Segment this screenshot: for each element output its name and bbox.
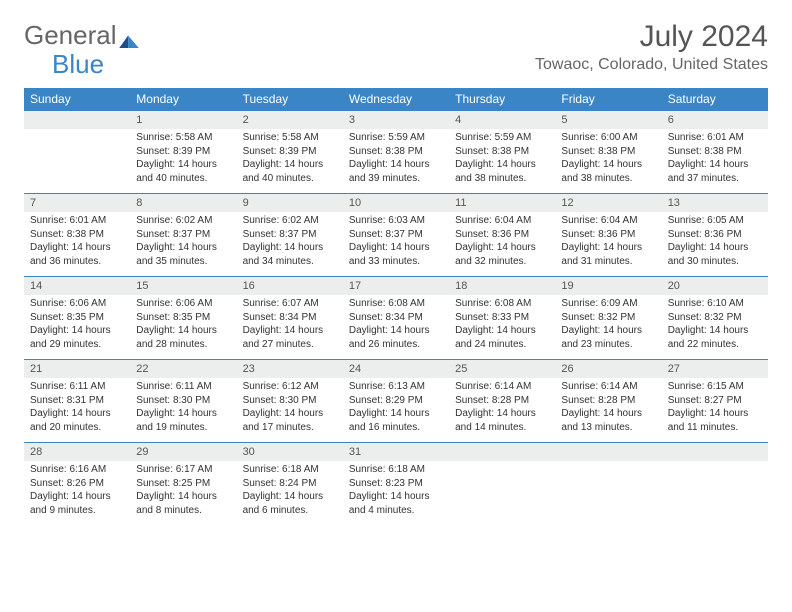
day-cell: Sunrise: 6:02 AMSunset: 8:37 PMDaylight:… — [237, 212, 343, 277]
day-cell: Sunrise: 6:18 AMSunset: 8:23 PMDaylight:… — [343, 461, 449, 525]
day-cell — [24, 129, 130, 194]
day-cell: Sunrise: 6:01 AMSunset: 8:38 PMDaylight:… — [24, 212, 130, 277]
title-block: July 2024 Towaoc, Colorado, United State… — [535, 20, 768, 74]
day-header: Thursday — [449, 88, 555, 111]
day-number: 2 — [237, 111, 343, 130]
day-cell: Sunrise: 6:04 AMSunset: 8:36 PMDaylight:… — [449, 212, 555, 277]
day-number: 5 — [555, 111, 661, 130]
day-number: 30 — [237, 443, 343, 462]
day-cell: Sunrise: 6:10 AMSunset: 8:32 PMDaylight:… — [662, 295, 768, 360]
day-number: 27 — [662, 360, 768, 379]
day-header: Tuesday — [237, 88, 343, 111]
day-cell: Sunrise: 5:58 AMSunset: 8:39 PMDaylight:… — [237, 129, 343, 194]
location-line: Towaoc, Colorado, United States — [535, 56, 768, 74]
day-number: 22 — [130, 360, 236, 379]
day-cell: Sunrise: 6:12 AMSunset: 8:30 PMDaylight:… — [237, 378, 343, 443]
day-cell: Sunrise: 6:11 AMSunset: 8:30 PMDaylight:… — [130, 378, 236, 443]
day-cell: Sunrise: 6:14 AMSunset: 8:28 PMDaylight:… — [555, 378, 661, 443]
day-content-row: Sunrise: 6:11 AMSunset: 8:31 PMDaylight:… — [24, 378, 768, 443]
day-cell: Sunrise: 6:06 AMSunset: 8:35 PMDaylight:… — [130, 295, 236, 360]
day-number: 14 — [24, 277, 130, 296]
day-header: Sunday — [24, 88, 130, 111]
day-number — [24, 111, 130, 130]
day-cell: Sunrise: 6:05 AMSunset: 8:36 PMDaylight:… — [662, 212, 768, 277]
day-number: 13 — [662, 194, 768, 213]
day-cell: Sunrise: 5:58 AMSunset: 8:39 PMDaylight:… — [130, 129, 236, 194]
day-number: 16 — [237, 277, 343, 296]
day-header: Wednesday — [343, 88, 449, 111]
day-header-row: Sunday Monday Tuesday Wednesday Thursday… — [24, 88, 768, 111]
day-number: 18 — [449, 277, 555, 296]
day-number: 31 — [343, 443, 449, 462]
day-number-row: 123456 — [24, 111, 768, 130]
day-number: 19 — [555, 277, 661, 296]
day-number: 8 — [130, 194, 236, 213]
header: GeneralBlue July 2024 Towaoc, Colorado, … — [24, 20, 768, 80]
day-number: 6 — [662, 111, 768, 130]
day-cell: Sunrise: 6:03 AMSunset: 8:37 PMDaylight:… — [343, 212, 449, 277]
day-content-row: Sunrise: 5:58 AMSunset: 8:39 PMDaylight:… — [24, 129, 768, 194]
day-number: 21 — [24, 360, 130, 379]
day-cell: Sunrise: 6:08 AMSunset: 8:33 PMDaylight:… — [449, 295, 555, 360]
day-content-row: Sunrise: 6:01 AMSunset: 8:38 PMDaylight:… — [24, 212, 768, 277]
day-number — [662, 443, 768, 462]
day-cell: Sunrise: 5:59 AMSunset: 8:38 PMDaylight:… — [449, 129, 555, 194]
day-number: 24 — [343, 360, 449, 379]
day-cell: Sunrise: 6:07 AMSunset: 8:34 PMDaylight:… — [237, 295, 343, 360]
day-number: 4 — [449, 111, 555, 130]
day-number: 7 — [24, 194, 130, 213]
day-cell: Sunrise: 6:15 AMSunset: 8:27 PMDaylight:… — [662, 378, 768, 443]
day-cell: Sunrise: 6:08 AMSunset: 8:34 PMDaylight:… — [343, 295, 449, 360]
day-cell: Sunrise: 6:13 AMSunset: 8:29 PMDaylight:… — [343, 378, 449, 443]
day-number-row: 21222324252627 — [24, 360, 768, 379]
calendar-table: Sunday Monday Tuesday Wednesday Thursday… — [24, 88, 768, 525]
day-content-row: Sunrise: 6:06 AMSunset: 8:35 PMDaylight:… — [24, 295, 768, 360]
day-number-row: 78910111213 — [24, 194, 768, 213]
day-number-row: 14151617181920 — [24, 277, 768, 296]
day-number: 29 — [130, 443, 236, 462]
day-cell: Sunrise: 6:02 AMSunset: 8:37 PMDaylight:… — [130, 212, 236, 277]
day-header: Friday — [555, 88, 661, 111]
day-number: 9 — [237, 194, 343, 213]
day-cell: Sunrise: 6:04 AMSunset: 8:36 PMDaylight:… — [555, 212, 661, 277]
day-cell: Sunrise: 6:00 AMSunset: 8:38 PMDaylight:… — [555, 129, 661, 194]
month-title: July 2024 — [535, 20, 768, 54]
day-cell — [449, 461, 555, 525]
day-content-row: Sunrise: 6:16 AMSunset: 8:26 PMDaylight:… — [24, 461, 768, 525]
day-number: 23 — [237, 360, 343, 379]
day-cell — [555, 461, 661, 525]
logo: GeneralBlue — [24, 20, 139, 80]
day-header: Saturday — [662, 88, 768, 111]
day-number: 12 — [555, 194, 661, 213]
day-cell: Sunrise: 6:14 AMSunset: 8:28 PMDaylight:… — [449, 378, 555, 443]
day-number: 20 — [662, 277, 768, 296]
day-header: Monday — [130, 88, 236, 111]
day-cell: Sunrise: 6:11 AMSunset: 8:31 PMDaylight:… — [24, 378, 130, 443]
day-number: 26 — [555, 360, 661, 379]
day-cell: Sunrise: 6:16 AMSunset: 8:26 PMDaylight:… — [24, 461, 130, 525]
day-number: 3 — [343, 111, 449, 130]
day-cell — [662, 461, 768, 525]
day-number: 17 — [343, 277, 449, 296]
day-number — [555, 443, 661, 462]
logo-text-general: General — [24, 20, 117, 51]
day-number: 11 — [449, 194, 555, 213]
day-number-row: 28293031 — [24, 443, 768, 462]
day-number: 1 — [130, 111, 236, 130]
day-number: 15 — [130, 277, 236, 296]
day-number — [449, 443, 555, 462]
day-cell: Sunrise: 6:17 AMSunset: 8:25 PMDaylight:… — [130, 461, 236, 525]
day-number: 25 — [449, 360, 555, 379]
logo-icon — [119, 24, 139, 55]
day-number: 10 — [343, 194, 449, 213]
day-number: 28 — [24, 443, 130, 462]
day-cell: Sunrise: 5:59 AMSunset: 8:38 PMDaylight:… — [343, 129, 449, 194]
day-cell: Sunrise: 6:09 AMSunset: 8:32 PMDaylight:… — [555, 295, 661, 360]
day-cell: Sunrise: 6:06 AMSunset: 8:35 PMDaylight:… — [24, 295, 130, 360]
day-cell: Sunrise: 6:01 AMSunset: 8:38 PMDaylight:… — [662, 129, 768, 194]
day-cell: Sunrise: 6:18 AMSunset: 8:24 PMDaylight:… — [237, 461, 343, 525]
